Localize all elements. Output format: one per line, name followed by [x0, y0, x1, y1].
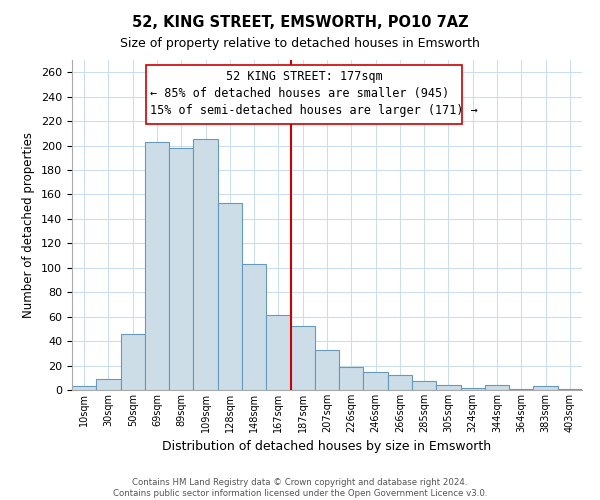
- Bar: [72, 386, 96, 390]
- Bar: [461, 388, 485, 390]
- Bar: [193, 140, 218, 390]
- Bar: [509, 389, 533, 390]
- Y-axis label: Number of detached properties: Number of detached properties: [22, 132, 35, 318]
- Bar: [121, 334, 145, 390]
- FancyBboxPatch shape: [146, 65, 462, 124]
- Bar: [558, 389, 582, 390]
- Text: Contains HM Land Registry data © Crown copyright and database right 2024.
Contai: Contains HM Land Registry data © Crown c…: [113, 478, 487, 498]
- X-axis label: Distribution of detached houses by size in Emsworth: Distribution of detached houses by size …: [163, 440, 491, 454]
- Bar: [436, 385, 461, 390]
- Bar: [169, 148, 193, 390]
- Text: 52 KING STREET: 177sqm: 52 KING STREET: 177sqm: [226, 70, 382, 83]
- Bar: [290, 326, 315, 390]
- Bar: [388, 376, 412, 390]
- Bar: [315, 350, 339, 390]
- Bar: [266, 316, 290, 390]
- Text: 52, KING STREET, EMSWORTH, PO10 7AZ: 52, KING STREET, EMSWORTH, PO10 7AZ: [131, 15, 469, 30]
- Text: 15% of semi-detached houses are larger (171) →: 15% of semi-detached houses are larger (…: [150, 104, 478, 117]
- Bar: [218, 203, 242, 390]
- Text: ← 85% of detached houses are smaller (945): ← 85% of detached houses are smaller (94…: [150, 87, 449, 100]
- Bar: [242, 264, 266, 390]
- Bar: [145, 142, 169, 390]
- Text: Size of property relative to detached houses in Emsworth: Size of property relative to detached ho…: [120, 38, 480, 51]
- Bar: [96, 379, 121, 390]
- Bar: [485, 385, 509, 390]
- Bar: [533, 386, 558, 390]
- Bar: [339, 367, 364, 390]
- Bar: [412, 382, 436, 390]
- Bar: [364, 372, 388, 390]
